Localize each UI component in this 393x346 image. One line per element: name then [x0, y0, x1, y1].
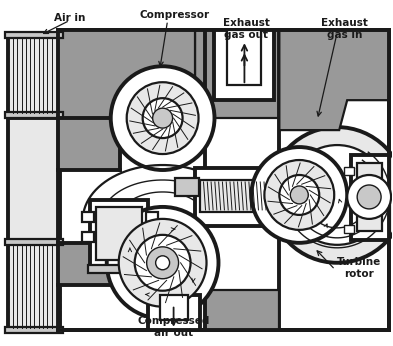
- Circle shape: [264, 160, 334, 230]
- Bar: [200, 180, 279, 212]
- Circle shape: [357, 185, 381, 209]
- Bar: [82, 232, 94, 242]
- Circle shape: [279, 175, 319, 215]
- Bar: [215, 30, 274, 100]
- Circle shape: [287, 145, 387, 245]
- Circle shape: [347, 175, 391, 219]
- Bar: [88, 265, 150, 273]
- Polygon shape: [204, 290, 279, 330]
- Bar: [148, 295, 200, 330]
- Bar: [195, 168, 284, 226]
- Bar: [8, 242, 60, 330]
- Bar: [5, 239, 63, 245]
- Circle shape: [290, 186, 308, 204]
- Text: Compressed
air out: Compressed air out: [138, 316, 210, 338]
- Bar: [351, 155, 389, 240]
- Bar: [8, 35, 60, 115]
- Text: Air in: Air in: [54, 13, 86, 24]
- Text: Exhaust
gas out: Exhaust gas out: [223, 18, 270, 40]
- Circle shape: [152, 108, 173, 128]
- Circle shape: [156, 256, 170, 270]
- Polygon shape: [58, 30, 389, 330]
- Bar: [344, 167, 354, 175]
- Text: Compressor: Compressor: [140, 10, 209, 20]
- Polygon shape: [195, 30, 389, 118]
- Bar: [90, 200, 148, 268]
- Bar: [284, 178, 308, 196]
- Bar: [279, 30, 389, 330]
- Bar: [5, 327, 63, 333]
- Circle shape: [135, 235, 191, 291]
- Circle shape: [111, 66, 215, 170]
- Circle shape: [147, 247, 178, 279]
- Polygon shape: [279, 30, 389, 130]
- Circle shape: [119, 219, 206, 307]
- Polygon shape: [58, 243, 120, 285]
- Circle shape: [143, 98, 183, 138]
- Bar: [96, 207, 141, 260]
- Bar: [8, 118, 60, 243]
- Bar: [146, 212, 158, 222]
- Bar: [146, 232, 158, 242]
- Bar: [8, 35, 60, 115]
- Bar: [344, 225, 354, 233]
- Bar: [174, 178, 198, 196]
- Circle shape: [107, 207, 219, 319]
- Circle shape: [252, 147, 347, 243]
- Text: Exhaust
gas in: Exhaust gas in: [321, 18, 367, 40]
- Bar: [228, 30, 261, 85]
- Bar: [160, 295, 187, 320]
- Bar: [5, 32, 63, 38]
- Polygon shape: [58, 30, 195, 170]
- Bar: [82, 212, 94, 222]
- Circle shape: [127, 82, 198, 154]
- Bar: [357, 163, 382, 231]
- Bar: [5, 112, 63, 118]
- Bar: [8, 242, 60, 330]
- Text: Turbine
rotor: Turbine rotor: [337, 257, 382, 279]
- Circle shape: [269, 127, 393, 263]
